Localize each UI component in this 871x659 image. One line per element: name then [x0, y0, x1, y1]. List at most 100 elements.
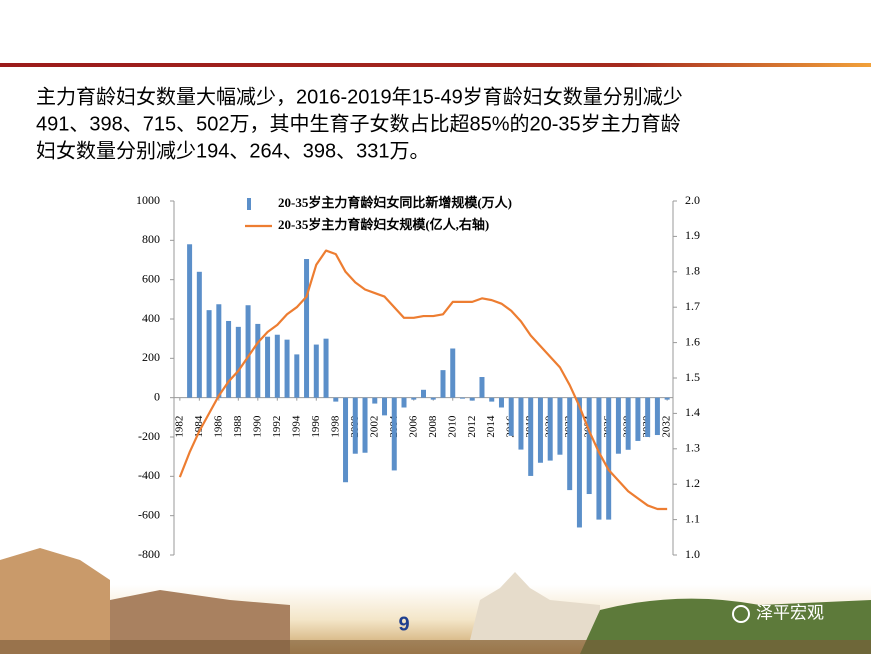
bar — [284, 339, 290, 398]
bar — [421, 389, 426, 398]
ground — [0, 640, 871, 654]
bar — [411, 397, 417, 400]
bar — [196, 271, 202, 398]
bar — [625, 397, 631, 450]
y-tick-label: 600 — [142, 271, 160, 285]
line — [178, 249, 668, 511]
x-tick-label: 2010 — [446, 415, 458, 438]
bar — [635, 397, 641, 441]
bar — [235, 326, 241, 398]
y2-tick-label: 1.6 — [685, 334, 700, 348]
bar — [645, 397, 651, 437]
y2-tick-label: 1.7 — [685, 299, 700, 313]
bar — [216, 304, 222, 398]
x-tick-label: 1992 — [271, 416, 283, 438]
bar — [245, 305, 251, 398]
page-number: 9 — [398, 613, 409, 635]
bar — [294, 354, 300, 398]
x-tick-label: 1998 — [329, 415, 341, 438]
x-tick-label: 2008 — [427, 415, 439, 438]
bar — [459, 397, 465, 399]
y-tick-label: 400 — [142, 311, 160, 325]
y2-tick-label: 2.0 — [685, 193, 700, 207]
x-tick-label: 2006 — [407, 415, 419, 438]
bar — [362, 397, 368, 453]
bar — [586, 397, 592, 495]
legend-swatch — [247, 198, 251, 210]
bar — [343, 397, 349, 483]
bar — [576, 397, 582, 528]
y2-tick-label: 1.8 — [685, 264, 700, 278]
building — [110, 590, 290, 654]
bar — [401, 397, 407, 408]
body-line: 主力育龄妇女数量大幅减少，2016-2019年15-49岁育龄妇女数量分别减少 — [36, 85, 683, 108]
bar — [352, 397, 358, 454]
bar — [274, 334, 280, 398]
y-tick-label: 800 — [142, 232, 160, 246]
chart: -800 -600 -400 -200 0 200 400 600 800 1000 1.0 1.1 1… — [136, 193, 700, 561]
bar — [498, 397, 504, 408]
y2-tick-label: 1.1 — [685, 511, 700, 525]
bar — [187, 244, 193, 398]
legend-label: 20-35岁主力育龄妇女规模(亿人,右轴) — [278, 217, 489, 232]
bar — [615, 397, 621, 454]
x-tick-label: 2012 — [466, 416, 478, 438]
y2-tick-label: 1.5 — [685, 370, 700, 384]
bar — [547, 397, 553, 461]
y2-tick-label: 1.4 — [685, 405, 700, 419]
bar — [596, 397, 602, 520]
bar — [391, 397, 397, 471]
bar — [255, 323, 261, 398]
bar — [606, 397, 612, 520]
bar — [206, 310, 212, 398]
bar — [440, 370, 446, 398]
y-tick-label: 200 — [142, 350, 160, 364]
bar — [518, 397, 524, 450]
bar — [323, 338, 329, 398]
y2-tick-label: 1.0 — [685, 547, 700, 561]
bar — [528, 397, 534, 476]
bar — [508, 397, 514, 436]
x-tick-label: 1996 — [310, 415, 322, 438]
y-tick-label: -600 — [138, 507, 160, 521]
x-tick-label: 2002 — [368, 416, 380, 438]
bar — [654, 397, 660, 436]
bar — [664, 397, 670, 400]
bar — [304, 259, 310, 398]
building — [0, 548, 110, 654]
x-tick-label: 1984 — [193, 415, 205, 438]
bar — [382, 397, 388, 416]
body-line: 491、398、715、502万，其中生育子女数占比超85%的20-35岁主力育… — [36, 112, 681, 135]
bar — [430, 397, 436, 400]
capitol — [470, 572, 600, 640]
bar — [265, 336, 271, 398]
y-tick-label: -200 — [138, 429, 160, 443]
x-tick-label: 1990 — [251, 415, 263, 438]
bar — [313, 344, 319, 398]
y2-tick-label: 1.3 — [685, 441, 700, 455]
y-tick-label: 0 — [154, 389, 160, 403]
wechat-icon — [732, 605, 750, 623]
bar — [537, 397, 543, 463]
bar — [372, 397, 378, 404]
bar — [333, 397, 339, 402]
bar — [567, 397, 573, 491]
bar — [450, 348, 456, 398]
x-tick-label: 2032 — [661, 416, 673, 438]
bar — [557, 397, 563, 455]
bar — [226, 320, 232, 398]
y-tick-label: -400 — [138, 468, 160, 482]
y2-tick-label: 1.9 — [685, 228, 700, 242]
x-tick-label: 1986 — [212, 415, 224, 438]
bar — [469, 397, 475, 401]
body-line: 妇女数量分别减少194、264、398、331万。 — [36, 139, 429, 162]
x-tick-label: 1982 — [173, 416, 185, 438]
watermark: 泽平宏观 — [756, 603, 824, 622]
legend-label: 20-35岁主力育龄妇女同比新增规模(万人) — [278, 195, 512, 210]
x-tick-label: 1988 — [232, 415, 244, 438]
footer-scene: 9 泽平宏观 — [0, 548, 871, 654]
bar — [489, 397, 495, 402]
header-rule — [0, 63, 871, 67]
